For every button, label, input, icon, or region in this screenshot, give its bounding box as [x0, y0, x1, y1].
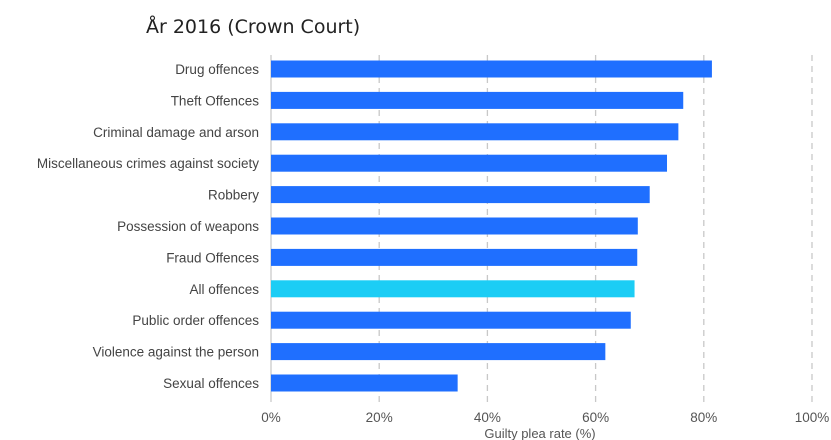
bar	[271, 311, 631, 329]
bar	[271, 186, 650, 204]
bar	[271, 374, 458, 392]
x-tick-label: 20%	[366, 410, 393, 425]
x-axis-label: Guilty plea rate (%)	[484, 426, 595, 440]
x-tick-label: 100%	[795, 410, 830, 425]
category-label: Robbery	[208, 188, 259, 203]
x-tick-label: 60%	[582, 410, 609, 425]
category-label: Public order offences	[132, 313, 259, 328]
bar	[271, 123, 679, 141]
x-tick-label: 80%	[690, 410, 717, 425]
x-tick-label: 40%	[474, 410, 501, 425]
category-label: Fraud Offences	[166, 250, 259, 265]
category-label: Miscellaneous crimes against society	[37, 156, 259, 171]
category-label: Theft Offences	[171, 93, 260, 108]
bar	[271, 343, 606, 361]
bar	[271, 154, 668, 172]
category-label: All offences	[189, 282, 259, 297]
bar	[271, 91, 684, 109]
x-tick-labels: 0% 20% 40% 60% 80% 100%	[261, 410, 829, 425]
category-label: Sexual offences	[163, 376, 259, 391]
category-label: Drug offences	[175, 62, 259, 77]
chart-title: År 2016 (Crown Court)	[146, 16, 361, 38]
bar	[271, 217, 638, 235]
category-label: Violence against the person	[93, 345, 259, 360]
bar	[271, 248, 638, 266]
bar	[271, 60, 712, 78]
bars	[271, 60, 712, 392]
x-tick-label: 0%	[261, 410, 281, 425]
category-label: Criminal damage and arson	[93, 125, 259, 140]
category-labels: Drug offences Theft Offences Criminal dama…	[37, 62, 259, 391]
bar-highlight	[271, 280, 635, 298]
category-label: Possession of weapons	[117, 219, 259, 234]
